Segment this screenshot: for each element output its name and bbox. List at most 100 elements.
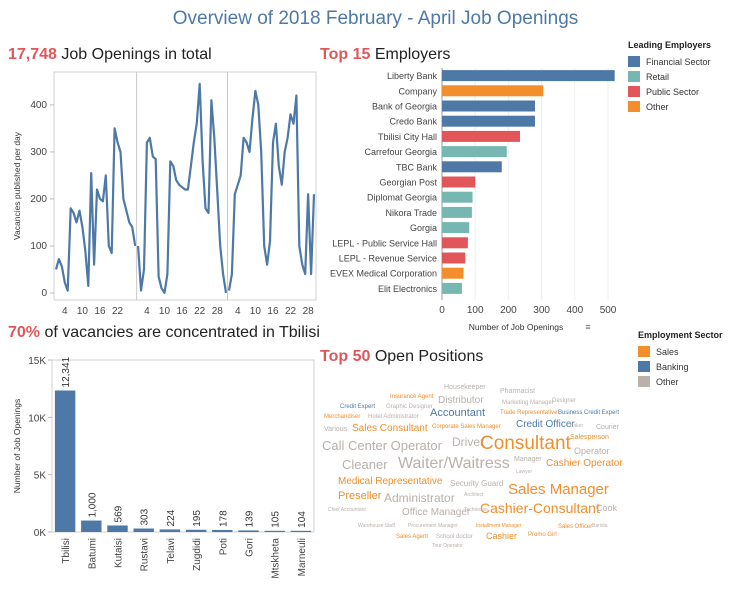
x-tick-label: 500 — [600, 305, 617, 316]
employers-panel-title: Top 15 Employers — [320, 46, 450, 64]
employer-label: EVEX Medical Corporation — [330, 269, 437, 279]
x-axis-label: Number of Job Openings — [469, 322, 564, 332]
employers-legend: Leading Employers Financial Sector Retai… — [628, 40, 711, 114]
legend-label-public: Public Sector — [646, 86, 700, 97]
position-word: Credit Expert — [340, 404, 376, 410]
x-tick-label: 4 — [62, 306, 68, 317]
x-tick-label: 10 — [250, 306, 262, 317]
position-word: Promo Girl — [528, 532, 557, 538]
x-tick-label: 28 — [212, 306, 224, 317]
positions-word-cloud: Housekeeper Pharmacist Insurance Agent Dist… — [320, 384, 632, 556]
position-word: Warehouse Staff — [358, 523, 395, 529]
city-value-label: 224 — [166, 509, 177, 526]
sort-icon: ≡ — [585, 322, 590, 332]
position-word: Sales Manager — [508, 481, 609, 498]
position-word: Cashier-Consultant — [480, 500, 600, 516]
legend-item-other: Other — [628, 99, 711, 114]
employer-bar — [442, 176, 476, 188]
x-tick-label: 4 — [144, 306, 150, 317]
x-tick-label: 0 — [439, 305, 445, 316]
position-word: Barista — [592, 523, 608, 529]
employer-label: Liberty Bank — [387, 71, 438, 81]
top-employers-bar-chart: 0 100 200 300 400 500 Liberty Bank Company Bank … — [330, 68, 617, 332]
y-tick-label: 0K — [34, 528, 47, 539]
legend-label-sales: Sales — [656, 346, 679, 357]
position-word: Technician — [464, 507, 488, 513]
position-word: Marketing Manager — [502, 400, 554, 406]
x-tick-label: 22 — [194, 306, 206, 317]
legend-item-public: Public Sector — [628, 84, 711, 99]
employer-bar — [442, 267, 464, 279]
employer-bar — [442, 85, 544, 97]
position-word: Cashier Operator — [546, 458, 623, 469]
plot-frame — [53, 71, 317, 301]
position-word: Cleaner — [342, 457, 388, 472]
y-axis-label: Vacancies published per day — [12, 131, 22, 240]
cities-title-accent: 70% — [8, 324, 41, 341]
employer-bar — [442, 146, 507, 158]
employer-label: Company — [398, 86, 437, 96]
employer-bar — [442, 191, 473, 203]
employer-bar — [442, 161, 502, 173]
position-word: Waiter/Waitress — [398, 455, 510, 472]
daily-vacancies-series — [227, 89, 316, 291]
city-bar — [290, 530, 312, 532]
position-word: Trade Representative — [500, 410, 558, 416]
legend-item-other-sector: Other — [638, 374, 723, 389]
city-label: Marneuli — [297, 538, 308, 576]
employers-title-text: Employers — [374, 46, 451, 63]
position-word: Chief Accountant — [328, 507, 366, 513]
positions-title-text: Open Positions — [374, 348, 484, 365]
position-word: School doctor — [436, 534, 473, 540]
position-word: Operator — [574, 446, 610, 456]
y-tick-label: 5K — [34, 471, 47, 482]
position-word: Hotel Administrator — [368, 414, 419, 420]
employer-label: Tbilisi City Hall — [378, 132, 437, 142]
position-word: Designer — [552, 398, 577, 404]
employer-label: TBC Bank — [396, 162, 438, 172]
employer-label: LEPL - Public Service Hall — [332, 238, 437, 248]
y-tick-label: 15K — [28, 356, 46, 367]
position-word: Administrator — [384, 491, 455, 505]
employer-label: LEPL - Revenue Service — [339, 254, 437, 264]
position-word: Preseller — [338, 490, 382, 502]
cities-panel-title: 70% of vacancies are concentrated in Tbi… — [8, 324, 320, 342]
legend-item-retail: Retail — [628, 69, 711, 84]
y-tick-label: 300 — [30, 147, 47, 158]
legend-label-financial: Financial Sector — [646, 56, 711, 67]
legend-label-other: Other — [646, 101, 669, 112]
plot-frame — [51, 359, 315, 533]
city-label: Kutaisi — [114, 538, 125, 568]
position-word: Salesperson — [570, 434, 609, 441]
city-label: Gori — [245, 538, 256, 557]
employer-label: Bank of Georgia — [372, 102, 437, 112]
position-word: Procurement Manager — [408, 523, 458, 529]
employer-bar — [442, 100, 535, 112]
position-word: Graphic Designer — [386, 404, 433, 410]
position-word: Accountant — [430, 407, 486, 419]
position-word: Credit Officer — [516, 419, 575, 430]
position-word: Call Center Operator — [322, 438, 442, 453]
x-tick-label: 10 — [159, 306, 171, 317]
position-word: Cook — [596, 503, 618, 513]
employers-legend-title: Leading Employers — [628, 40, 712, 50]
y-tick-label: 100 — [30, 241, 47, 252]
y-tick-label: 0 — [41, 288, 47, 299]
legend-item-banking: Banking — [638, 359, 723, 374]
legend-label-other-sector: Other — [656, 376, 679, 387]
x-tick-label: 16 — [94, 306, 106, 317]
position-word: Distributor — [438, 395, 484, 406]
position-word: Driver — [452, 435, 484, 449]
x-tick-label: 10 — [77, 306, 89, 317]
city-label: Mtskheta — [271, 538, 282, 579]
position-word: Office Manager — [402, 507, 471, 518]
city-bar — [238, 530, 259, 532]
employer-label: Diplomat Georgia — [367, 193, 437, 203]
financial-swatch — [628, 56, 640, 67]
city-value-label: 569 — [114, 505, 125, 522]
sector-legend: Employment Sector Sales Banking Other — [638, 330, 723, 389]
position-word: Business Credit Expert — [558, 410, 620, 416]
city-value-label: 139 — [245, 510, 256, 527]
position-word: Insurance Agent — [390, 394, 434, 400]
city-value-label: 178 — [218, 510, 229, 527]
